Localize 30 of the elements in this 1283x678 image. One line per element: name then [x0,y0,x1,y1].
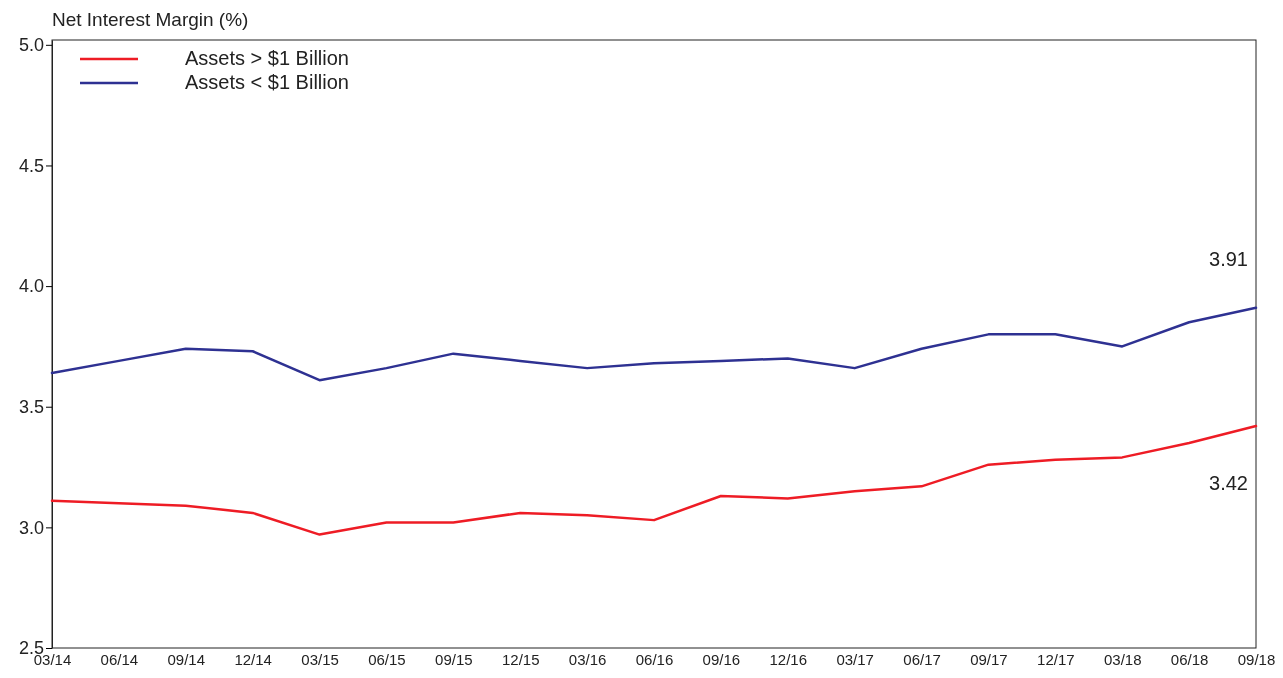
x-tick-label: 03/17 [836,650,874,668]
y-tick-label: 5.0 [18,35,44,56]
x-tick-label: 06/14 [100,650,139,668]
legend-label: Assets < $1 Billion [185,71,349,93]
x-tick-label: 12/15 [501,650,540,668]
annotation: 3.42 [1209,472,1248,495]
x-tick-label: 06/17 [903,650,941,668]
x-tick-label: 06/18 [1170,650,1209,668]
annotation: 3.91 [1209,247,1248,270]
x-tick-label: 12/17 [1037,650,1075,668]
x-tick-label: 09/18 [1237,650,1276,668]
x-tick-label: 09/15 [435,650,473,668]
line-series [50,424,1258,536]
legend-label: Assets > $1 Billion [185,47,349,69]
y-tick-label: 4.0 [18,276,44,297]
y-tick-label: 4.5 [18,155,44,176]
x-tick-label: 03/16 [568,650,607,668]
y-tick-label: 3.0 [18,517,44,538]
x-tick-label: 09/17 [970,650,1008,668]
x-tick-label: 06/16 [635,650,674,668]
line-series [50,306,1258,382]
x-tick-label: 09/14 [167,650,206,668]
x-tick-label: 03/18 [1103,650,1142,668]
x-tick-label: 09/16 [702,650,741,668]
x-tick-label: 12/14 [234,650,272,668]
x-tick-label: 06/15 [368,650,406,668]
y-axis-title: Net Interest Margin (%) [52,9,249,30]
x-tick-label: 12/16 [769,650,808,668]
x-tick-label: 03/15 [301,650,339,668]
y-tick-label: 3.5 [18,396,44,417]
